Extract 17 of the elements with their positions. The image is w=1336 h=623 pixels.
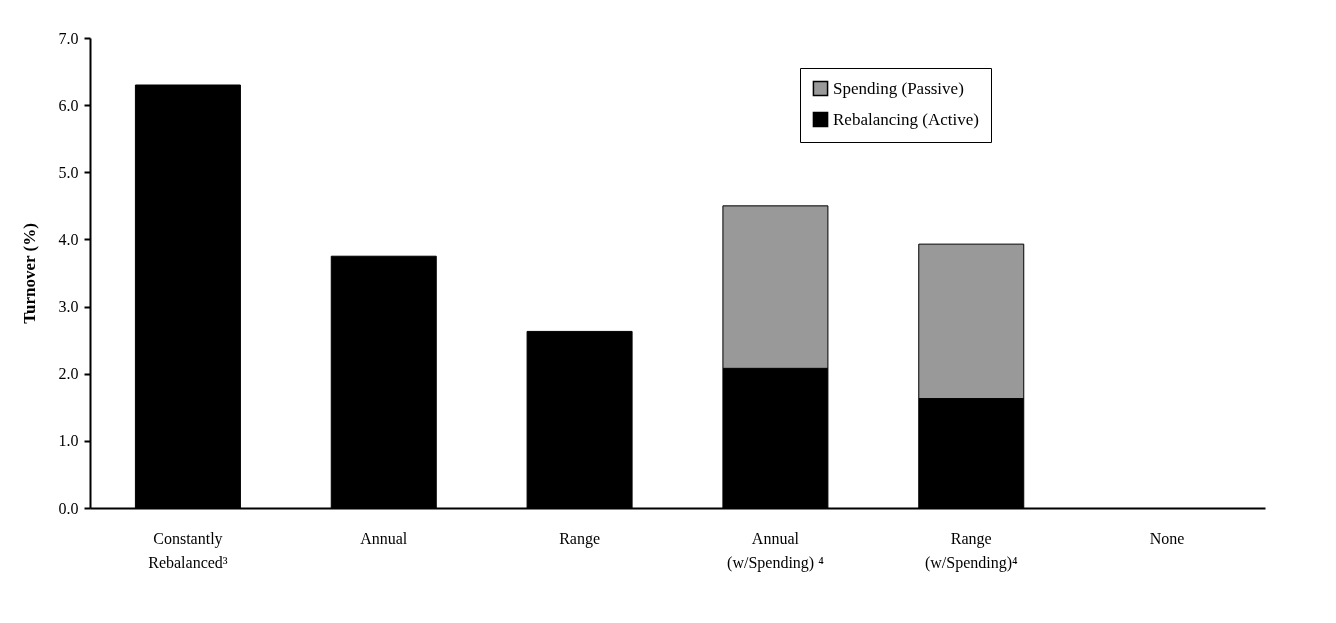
legend-label: Spending (Passive) [833,78,964,98]
x-tick-label: Annual (w/Spending) ⁴ [727,529,825,572]
y-axis-title: Turnover (%) [19,223,39,324]
legend-label: Rebalancing (Active) [833,109,979,129]
x-tick-label: Annual [360,529,408,547]
y-tick-label: 0.0 [58,499,79,517]
x-tick-label: Range (w/Spending)⁴ [924,529,1019,572]
x-tick-label: Constantly Rebalanced³ [148,529,228,571]
y-tick-label: 6.0 [58,96,79,114]
x-tick-label: None [1149,529,1185,547]
y-tick-label: 4.0 [58,230,79,248]
x-tick-label: Range [559,529,601,548]
y-tick-label: 1.0 [58,432,79,450]
y-tick-label: 5.0 [58,163,79,181]
y-tick-label: 2.0 [58,365,79,383]
y-tick-label: 7.0 [58,29,79,47]
y-tick-label: 3.0 [58,298,79,316]
